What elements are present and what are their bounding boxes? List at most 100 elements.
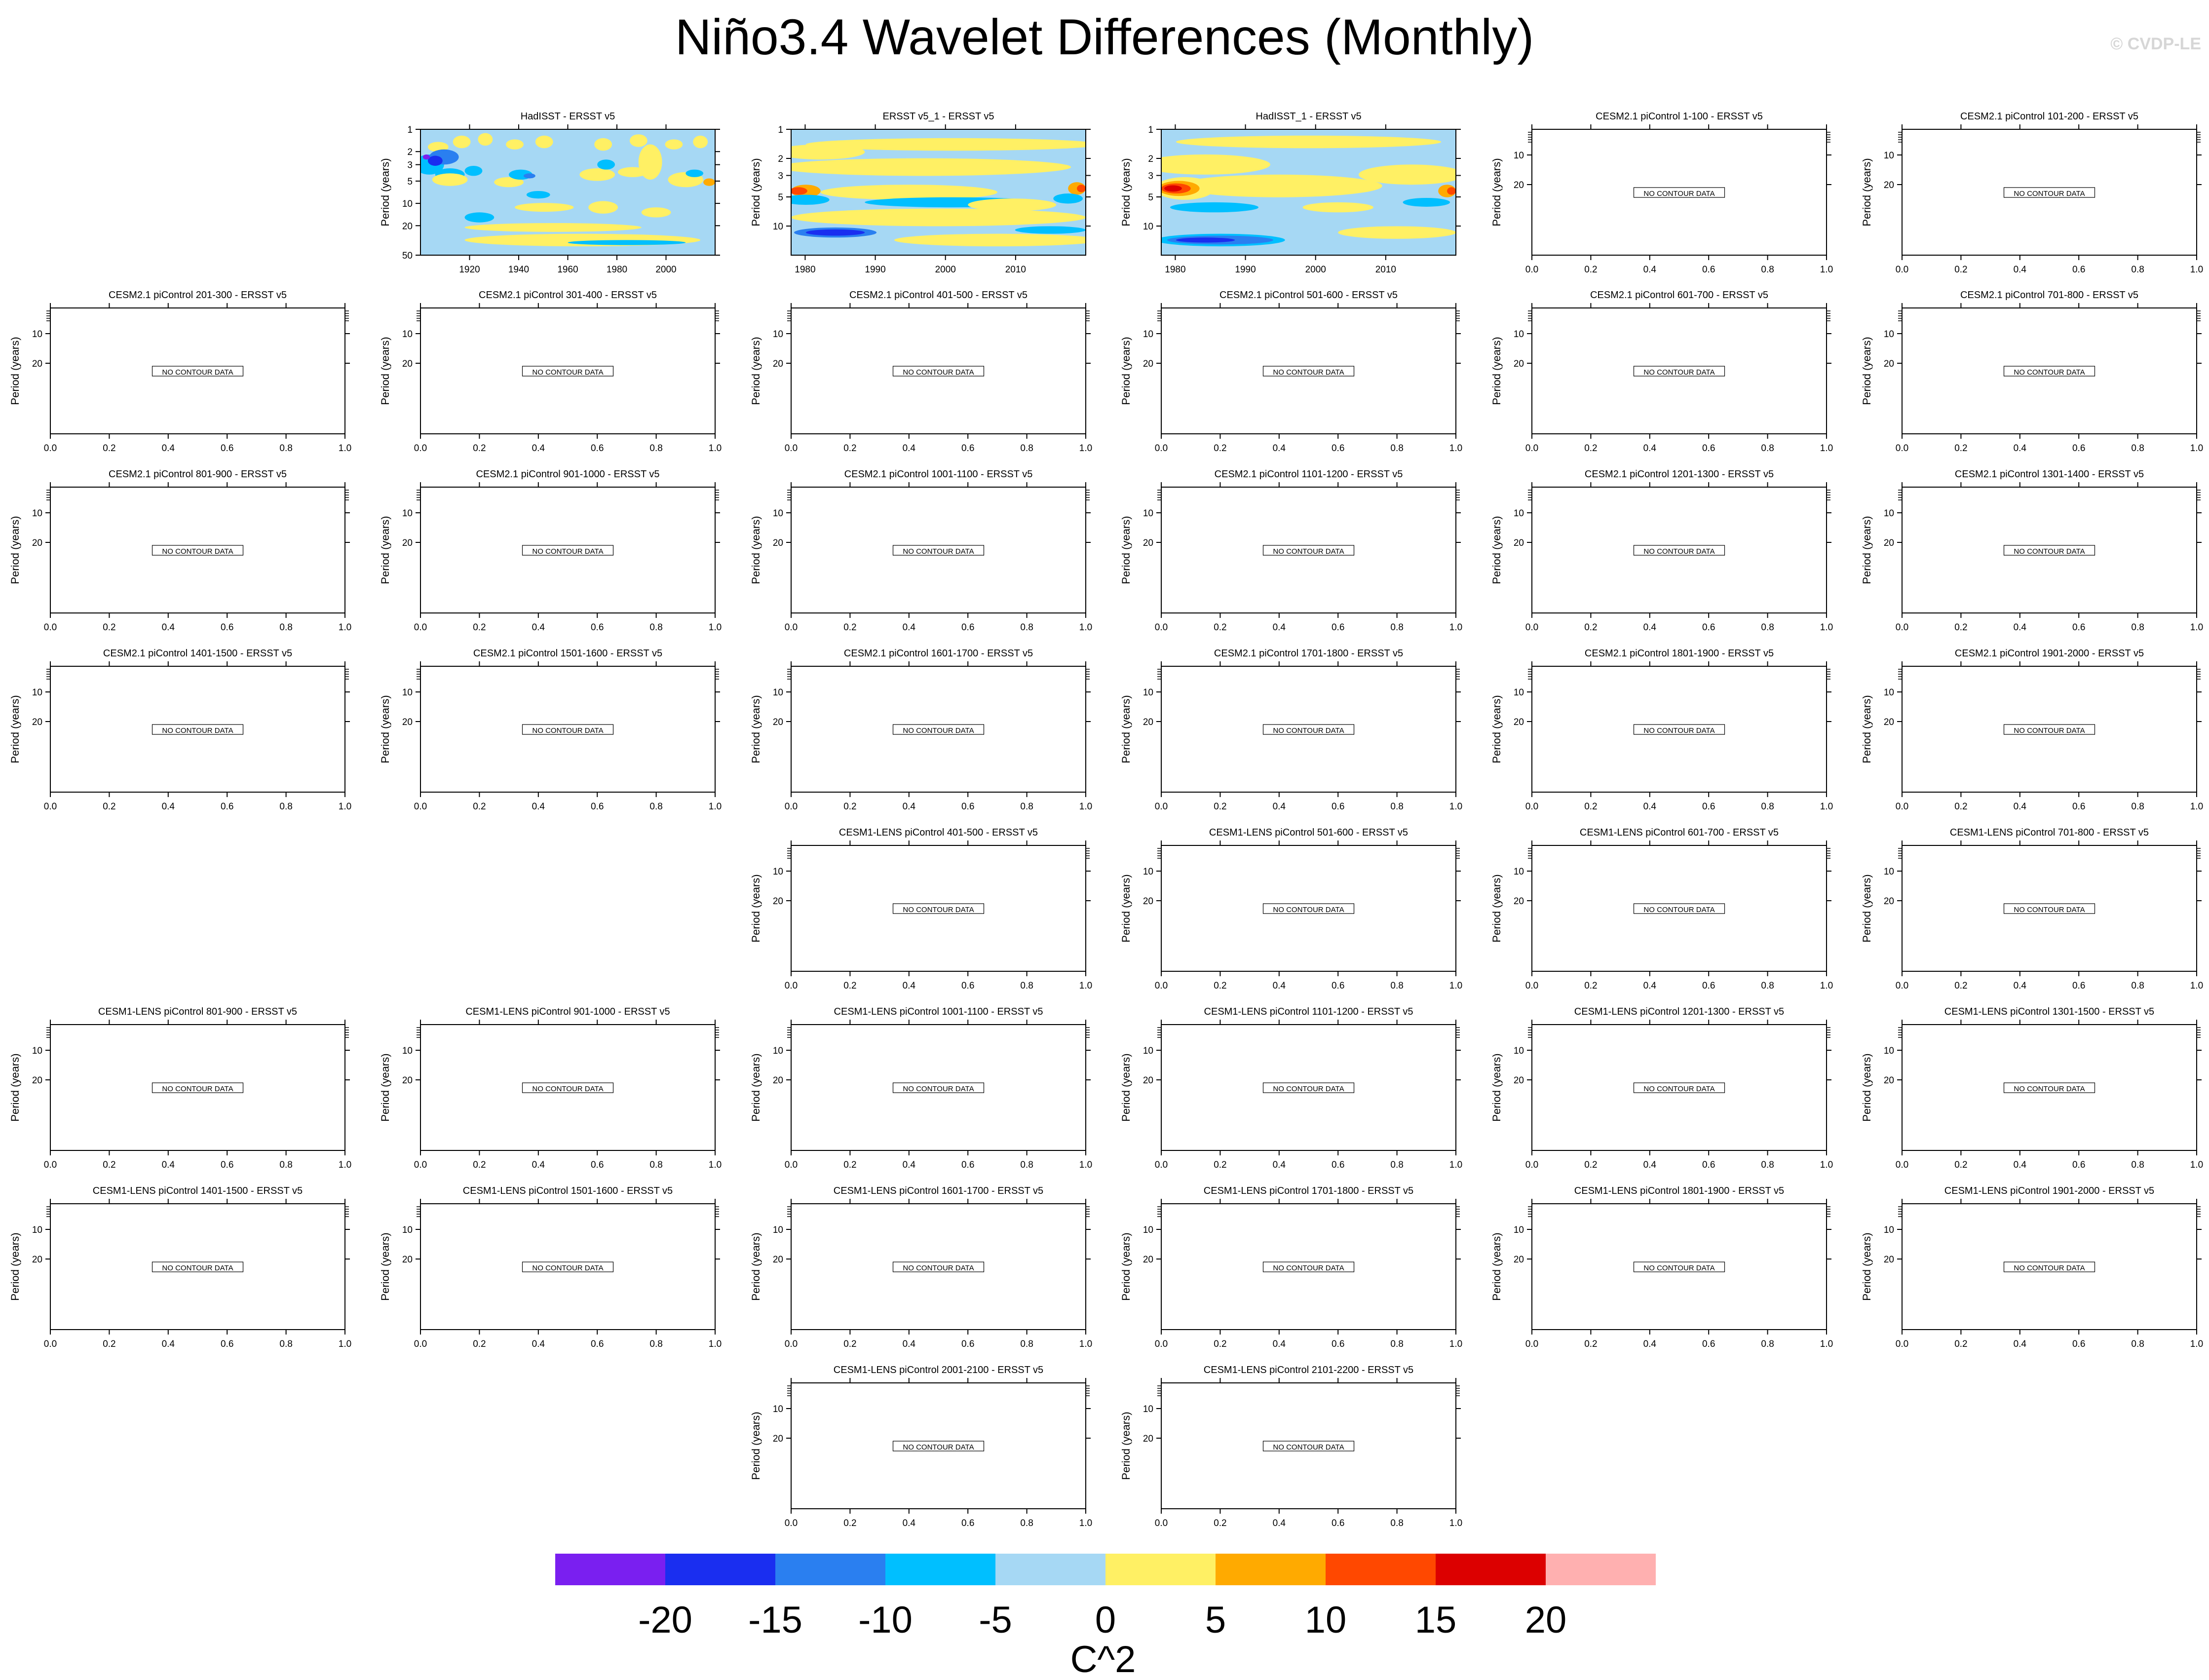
x-tick-label: 0.6 <box>1332 443 1344 454</box>
x-tick-label: 0.4 <box>2014 1339 2027 1349</box>
no-data-box <box>892 545 985 556</box>
x-tick-label: 0.8 <box>1390 443 1403 454</box>
y-tick-label: 10 <box>402 199 413 209</box>
x-tick-label: 1.0 <box>339 622 351 633</box>
x-tick-label: 0.6 <box>1332 1518 1344 1528</box>
no-data-box <box>892 724 985 735</box>
x-tick-label: 0.0 <box>414 1339 427 1349</box>
x-tick-label: 0.2 <box>1584 622 1597 633</box>
wavelet-panel: CESM2.1 piControl 401-500 - ERSST v5 Peri… <box>742 278 1112 454</box>
y-axis-label: Period (years) <box>750 874 762 942</box>
panel-plot: CESM2.1 piControl 201-300 - ERSST v5 Peri… <box>9 290 351 454</box>
x-tick-label: 0.2 <box>1214 1339 1226 1349</box>
y-tick-label: 10 <box>1143 1225 1153 1235</box>
x-tick-label: 0.6 <box>1332 622 1344 633</box>
no-data-label: NO CONTOUR DATA <box>1643 1085 1714 1093</box>
wavelet-panel: CESM2.1 piControl 1101-1200 - ERSST v5 Pe… <box>1112 458 1482 633</box>
no-data-box <box>2003 545 2095 556</box>
y-tick-label: 10 <box>1884 1225 1894 1235</box>
wavelet-panel: CESM1-LENS piControl 401-500 - ERSST v5 P… <box>742 816 1112 991</box>
plot-area: CESM1-LENS piControl 1101-1200 - ERSST v… <box>1120 1006 1462 1170</box>
contour-region <box>1176 135 1442 149</box>
y-tick-label: 10 <box>1514 1225 1524 1235</box>
contour-region <box>1161 154 1270 175</box>
plot-area: CESM1-LENS piControl 601-700 - ERSST v5 P… <box>1490 827 1833 991</box>
x-tick-label: 0.8 <box>1020 622 1033 633</box>
wavelet-panel: CESM2.1 piControl 501-600 - ERSST v5 Peri… <box>1112 278 1482 454</box>
panel-plot: CESM2.1 piControl 1301-1400 - ERSST v5 Pe… <box>1861 469 2203 633</box>
panel-title: CESM2.1 piControl 1301-1400 - ERSST v5 <box>1955 469 2144 480</box>
y-axis-label: Period (years) <box>9 1232 21 1300</box>
plot-area: CESM1-LENS piControl 1501-1600 - ERSST v… <box>379 1185 722 1349</box>
no-data-box <box>2003 366 2095 377</box>
no-data-label: NO CONTOUR DATA <box>532 726 603 735</box>
x-tick-label: 0.8 <box>1761 622 1774 633</box>
wavelet-panel: CESM1-LENS piControl 801-900 - ERSST v5 P… <box>1 995 371 1170</box>
x-tick-label: 0.0 <box>1525 1160 1538 1170</box>
x-tick-label: 0.8 <box>1761 443 1774 454</box>
no-data-box <box>1262 366 1355 377</box>
y-tick-label: 10 <box>773 1046 783 1056</box>
contour-region <box>805 229 865 236</box>
x-tick-label: 1.0 <box>709 802 722 812</box>
x-tick-label: 1.0 <box>1079 1160 1092 1170</box>
x-tick-label: 0.0 <box>1155 802 1168 812</box>
x-tick-label: 0.2 <box>1214 802 1226 812</box>
no-data-label: NO CONTOUR DATA <box>162 368 233 377</box>
no-data-label: NO CONTOUR DATA <box>532 1085 603 1093</box>
no-data-label: NO CONTOUR DATA <box>903 906 974 914</box>
x-tick-label: 0.4 <box>1273 802 1286 812</box>
x-tick-label: 0.4 <box>1643 443 1657 454</box>
panel-title: CESM2.1 piControl 301-400 - ERSST v5 <box>479 290 657 301</box>
panel-plot: CESM1-LENS piControl 1301-1500 - ERSST v… <box>1861 1006 2203 1170</box>
x-tick-label: 0.8 <box>1390 1518 1403 1528</box>
x-tick-label: 0.2 <box>843 981 856 991</box>
y-tick-label: 10 <box>1884 329 1894 340</box>
y-axis-label: Period (years) <box>1490 516 1503 584</box>
y-tick-label: 20 <box>773 1434 783 1444</box>
contour-region <box>791 208 1086 227</box>
x-tick-label: 0.0 <box>44 1160 57 1170</box>
contour-region <box>1077 185 1086 192</box>
panel-plot: CESM1-LENS piControl 901-1000 - ERSST v5… <box>379 1006 722 1170</box>
y-tick-label: 5 <box>778 192 783 203</box>
y-axis-label: Period (years) <box>379 158 391 226</box>
x-tick-label: 0.2 <box>1954 622 1967 633</box>
wavelet-panel: CESM1-LENS piControl 901-1000 - ERSST v5… <box>371 995 741 1170</box>
y-axis-label: Period (years) <box>1861 158 1873 226</box>
x-tick-label: 0.2 <box>1584 1160 1597 1170</box>
contour-region <box>1164 185 1182 192</box>
no-data-box <box>1633 1261 1725 1272</box>
y-axis-label: Period (years) <box>750 158 762 226</box>
x-tick-label: 0.4 <box>1273 981 1286 991</box>
contour-region <box>478 133 493 146</box>
panel-plot: CESM2.1 piControl 1701-1800 - ERSST v5 Pe… <box>1120 648 1462 812</box>
contour-region <box>1176 237 1235 243</box>
y-tick-label: 20 <box>402 1255 413 1265</box>
panel-plot: CESM2.1 piControl 1501-1600 - ERSST v5 Pe… <box>379 648 722 812</box>
x-tick-label: 1.0 <box>1820 1339 1833 1349</box>
panel-title: CESM2.1 piControl 501-600 - ERSST v5 <box>1219 290 1398 301</box>
no-data-box <box>522 545 614 556</box>
plot-frame <box>1161 129 1456 256</box>
wavelet-panel: CESM1-LENS piControl 701-800 - ERSST v5 P… <box>1853 816 2209 991</box>
y-axis-label: Period (years) <box>1120 874 1132 942</box>
x-tick-label: 0.2 <box>1954 443 1967 454</box>
plot-area: CESM1-LENS piControl 1201-1300 - ERSST v… <box>1490 1006 1833 1170</box>
y-axis-label: Period (years) <box>1490 337 1503 405</box>
wavelet-panel: CESM2.1 piControl 1301-1400 - ERSST v5 Pe… <box>1853 458 2209 633</box>
panel-plot: CESM2.1 piControl 801-900 - ERSST v5 Peri… <box>9 469 351 633</box>
x-tick-label: 0.8 <box>1761 265 1774 275</box>
no-data-box <box>152 366 244 377</box>
x-tick-label: 0.0 <box>1525 622 1538 633</box>
x-tick-label: 0.8 <box>279 1160 292 1170</box>
x-tick-label: 0.6 <box>961 1160 974 1170</box>
x-tick-label: 1.0 <box>1449 802 1462 812</box>
no-data-label: NO CONTOUR DATA <box>532 547 603 556</box>
x-tick-label: 0.6 <box>591 802 604 812</box>
x-tick-label: 0.2 <box>103 622 115 633</box>
y-tick-label: 3 <box>407 160 413 171</box>
no-data-label: NO CONTOUR DATA <box>2014 726 2085 735</box>
x-tick-label: 0.4 <box>1643 802 1657 812</box>
no-data-label: NO CONTOUR DATA <box>1643 190 1714 198</box>
